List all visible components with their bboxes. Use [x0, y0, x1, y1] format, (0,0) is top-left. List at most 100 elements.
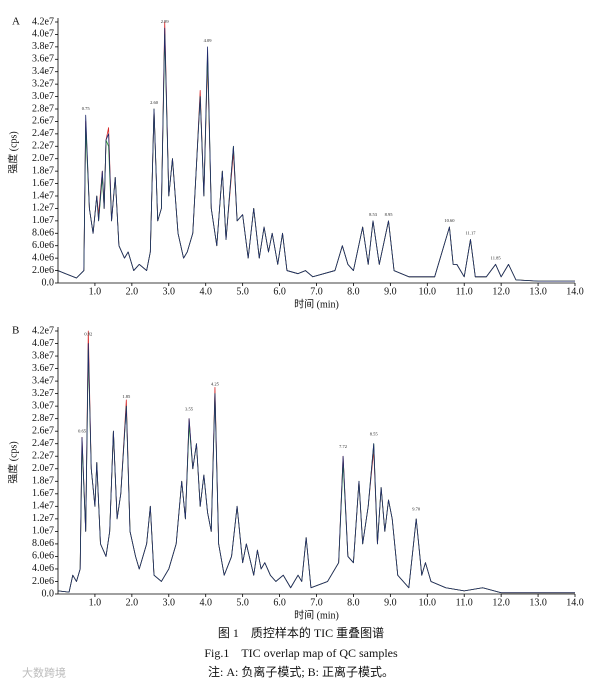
tic-line: [57, 21, 575, 282]
peak-label: 8.55: [370, 431, 379, 436]
y-tick-label: 3.2e7: [32, 78, 54, 89]
y-tick-label: 6.0e6: [32, 240, 54, 251]
x-tick-label: 7.0: [310, 286, 323, 297]
x-tick-label: 6.0: [273, 286, 286, 297]
peak-label: 8.95: [385, 212, 394, 217]
y-tick-label: 1.4e7: [32, 190, 54, 201]
x-tick-label: 11.0: [456, 597, 473, 608]
y-tick-label: 3.6e7: [32, 54, 54, 65]
y-tick-label: 1.0e7: [32, 215, 54, 226]
y-tick-label: 8.0e6: [32, 228, 54, 239]
x-tick-label: 3.0: [163, 597, 176, 608]
peak-label: 9.70: [412, 507, 421, 512]
x-tick-label: 9.0: [384, 597, 397, 608]
y-tick-label: 3.4e7: [32, 66, 54, 77]
y-tick-label: 2.0e6: [32, 265, 54, 276]
panel-label: B: [12, 325, 19, 337]
y-tick-label: 0.0: [42, 588, 55, 599]
y-tick-label: 4.0e6: [32, 252, 54, 263]
y-tick-label: 2.8e7: [32, 413, 54, 424]
y-tick-label: 1.2e7: [32, 513, 54, 524]
y-tick-label: 2.0e7: [32, 463, 54, 474]
y-tick-label: 2.6e7: [32, 425, 54, 436]
x-tick-label: 2.0: [126, 597, 139, 608]
tic-line: [57, 330, 575, 594]
x-tick-label: 12.0: [492, 286, 510, 297]
x-tick-label: 8.0: [347, 286, 360, 297]
y-tick-label: 4.2e7: [32, 16, 54, 27]
y-tick-label: 1.6e7: [32, 178, 54, 189]
tic-line: [57, 343, 575, 594]
y-tick-label: 3.0e7: [32, 400, 54, 411]
peak-label: 11.17: [466, 230, 477, 235]
y-tick-label: 2.8e7: [32, 103, 54, 114]
x-tick-label: 8.0: [347, 597, 360, 608]
watermark: 大数跨境: [22, 666, 66, 680]
y-tick-label: 1.4e7: [32, 501, 54, 512]
caption-note: 注: A: 负离子模式; B: 正离子模式。: [208, 664, 394, 679]
peak-label: 2.60: [150, 100, 159, 105]
peak-label: 0.82: [84, 331, 92, 336]
x-tick-label: 14.0: [566, 597, 584, 608]
peak-label: 0.75: [82, 106, 91, 111]
y-tick-label: 2.2e7: [32, 451, 54, 462]
x-tick-label: 10.0: [419, 597, 437, 608]
tic-line: [57, 27, 575, 282]
x-tick-label: 9.0: [384, 286, 397, 297]
y-tick-label: 3.8e7: [32, 350, 54, 361]
peak-label: 4.09: [204, 38, 213, 43]
peak-label: 4.25: [211, 381, 220, 386]
panel-label: A: [12, 16, 20, 28]
x-tick-label: 10.0: [419, 286, 437, 297]
y-tick-label: 2.6e7: [32, 116, 54, 127]
x-tick-label: 1.0: [89, 286, 102, 297]
y-tick-label: 4.0e7: [32, 338, 54, 349]
y-tick-label: 2.2e7: [32, 141, 54, 152]
y-tick-label: 2.0e7: [32, 153, 54, 164]
y-tick-label: 1.8e7: [32, 165, 54, 176]
y-tick-label: 2.4e7: [32, 128, 54, 139]
x-tick-label: 2.0: [126, 286, 139, 297]
peak-label: 1.85: [122, 394, 131, 399]
x-tick-label: 11.0: [456, 286, 473, 297]
x-tick-label: 13.0: [529, 286, 547, 297]
tic-line: [57, 34, 575, 282]
y-tick-label: 2.0e6: [32, 576, 54, 587]
y-tick-label: 0.0: [42, 277, 55, 288]
y-tick-label: 3.8e7: [32, 41, 54, 52]
x-axis-title: 时间 (min): [294, 608, 339, 621]
y-tick-label: 3.2e7: [32, 388, 54, 399]
x-tick-label: 13.0: [529, 597, 547, 608]
y-tick-label: 1.2e7: [32, 203, 54, 214]
x-tick-label: 4.0: [199, 597, 212, 608]
y-tick-label: 4.2e7: [32, 325, 54, 336]
caption-cn: 图 1 质控样本的 TIC 重叠图谱: [218, 625, 384, 640]
peak-label: 10.60: [444, 218, 455, 223]
y-tick-label: 3.4e7: [32, 375, 54, 386]
y-tick-label: 6.0e6: [32, 551, 54, 562]
x-tick-label: 1.0: [89, 597, 102, 608]
y-tick-label: 2.4e7: [32, 438, 54, 449]
y-axis-title: 强度 (cps): [6, 131, 19, 174]
y-tick-label: 3.0e7: [32, 91, 54, 102]
x-tick-label: 12.0: [492, 597, 510, 608]
x-tick-label: 5.0: [236, 286, 249, 297]
y-tick-label: 1.0e7: [32, 526, 54, 537]
peak-label: 11.85: [491, 255, 502, 260]
x-tick-label: 14.0: [566, 286, 584, 297]
peak-label: 3.55: [185, 406, 194, 411]
x-tick-label: 7.0: [310, 597, 323, 608]
peak-label: 8.53: [369, 212, 378, 217]
x-tick-label: 3.0: [163, 286, 176, 297]
peak-label: 7.72: [339, 444, 347, 449]
caption-en: Fig.1 TIC overlap map of QC samples: [204, 646, 398, 660]
peak-label: 2.89: [161, 19, 170, 24]
y-tick-label: 1.6e7: [32, 488, 54, 499]
y-tick-label: 1.8e7: [32, 476, 54, 487]
y-tick-label: 3.6e7: [32, 363, 54, 374]
y-tick-label: 4.0e7: [32, 29, 54, 40]
x-tick-label: 6.0: [273, 597, 286, 608]
y-axis-title: 强度 (cps): [6, 441, 19, 484]
